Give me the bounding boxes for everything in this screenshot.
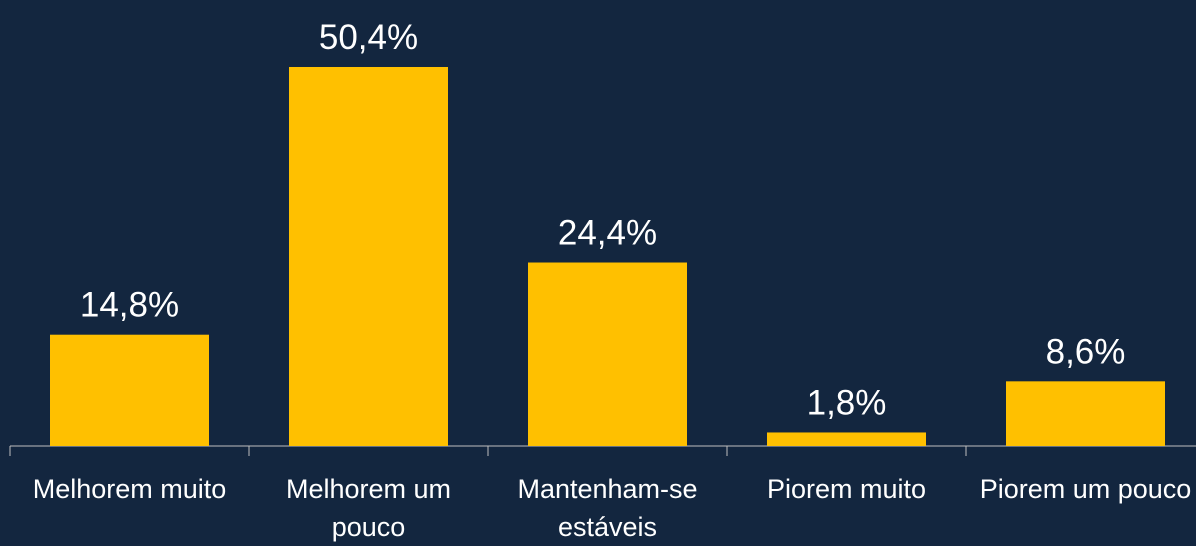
value-label: 8,6%	[1046, 332, 1126, 371]
value-label: 24,4%	[558, 214, 657, 253]
value-label: 50,4%	[319, 18, 418, 57]
category-label: Piorem muito	[730, 470, 964, 508]
category-label: Melhorem um pouco	[252, 470, 486, 546]
category-label: Mantenham-se estáveis	[491, 470, 725, 546]
bar	[1006, 381, 1165, 446]
category-label: Piorem um pouco	[969, 470, 1196, 508]
bar	[528, 263, 687, 446]
value-label: 1,8%	[807, 383, 887, 422]
bar	[767, 432, 926, 446]
category-label: Melhorem muito	[13, 470, 247, 508]
bar	[50, 335, 209, 446]
value-label: 14,8%	[80, 286, 179, 325]
bar	[289, 67, 448, 446]
